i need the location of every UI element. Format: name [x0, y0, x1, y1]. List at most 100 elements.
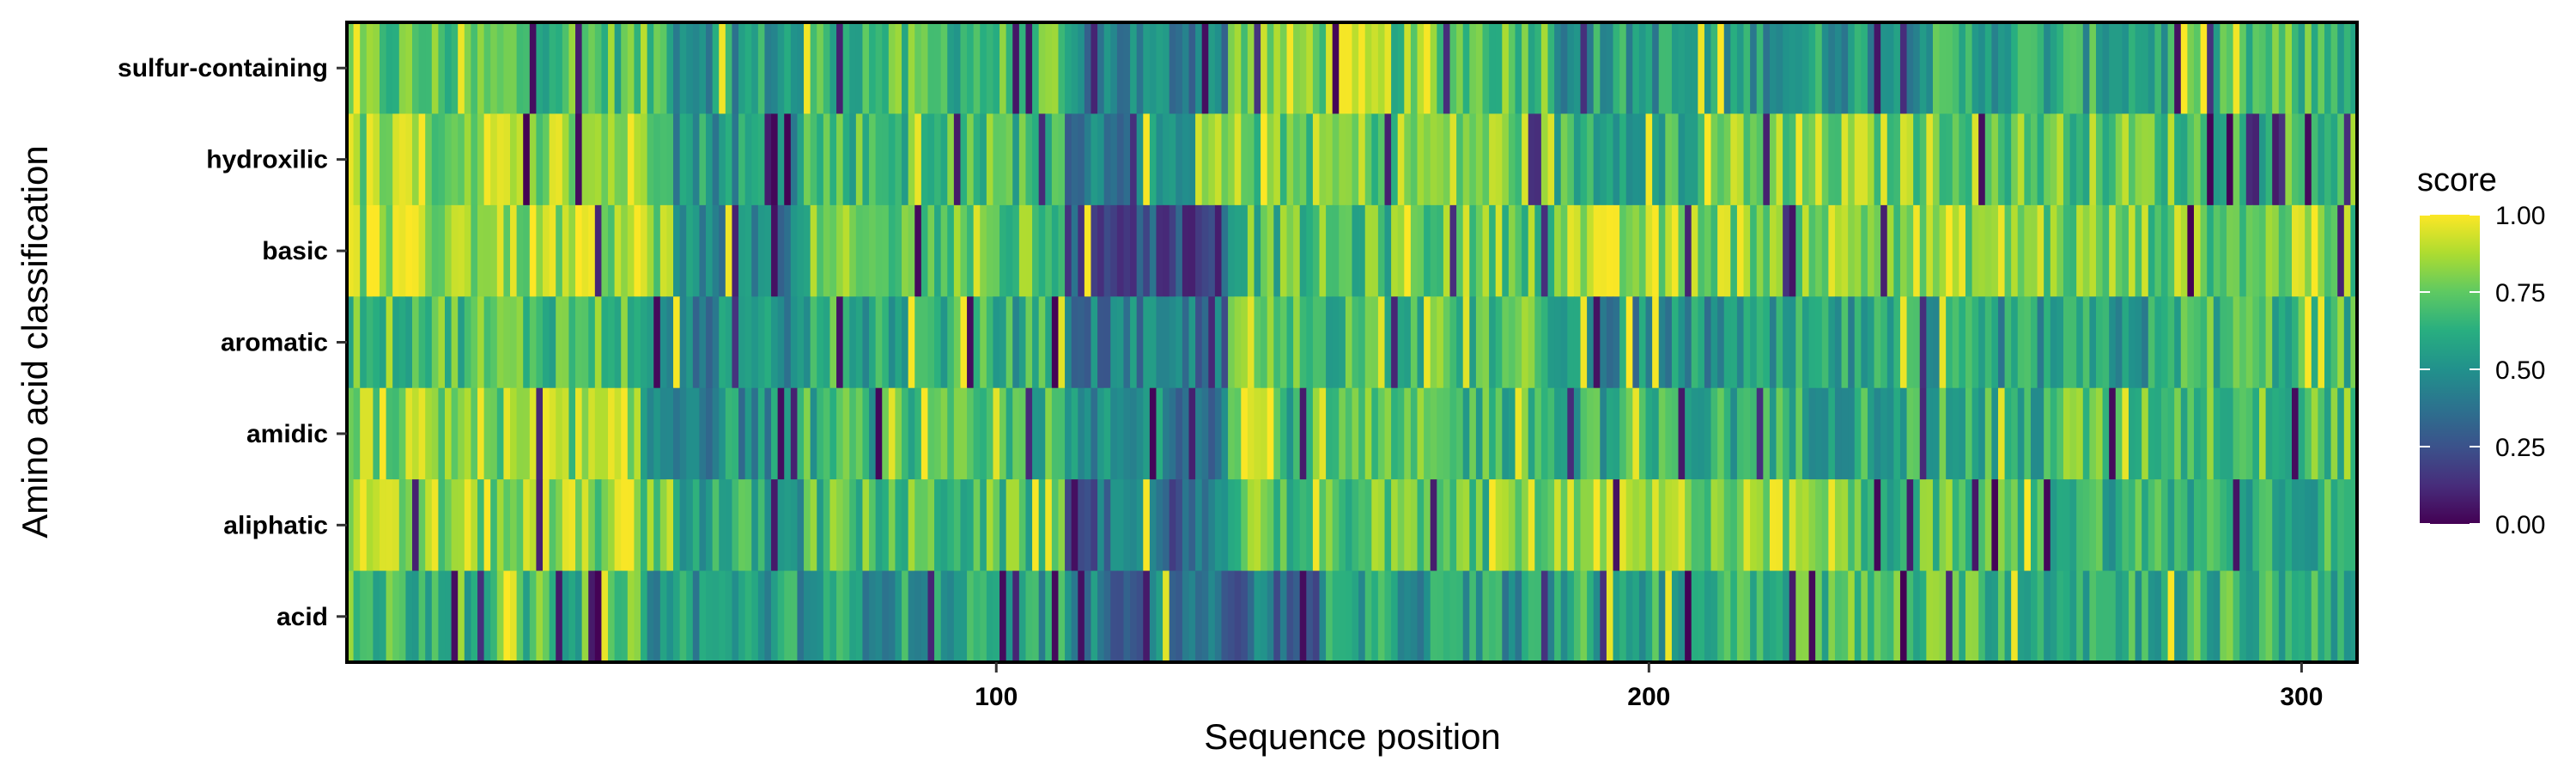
heatmap-cell	[2350, 113, 2358, 206]
heatmap-cell	[1430, 570, 1437, 663]
heatmap-cell	[888, 22, 896, 115]
heatmap-cell	[2089, 204, 2097, 297]
heatmap-cell	[2050, 296, 2057, 389]
heatmap-cell	[1241, 296, 1249, 389]
heatmap-cell	[2011, 570, 2019, 663]
heatmap-cell	[1364, 387, 1372, 480]
heatmap-cell	[1508, 22, 1516, 115]
heatmap-cell	[1939, 204, 1947, 297]
heatmap-cell	[673, 204, 681, 297]
heatmap-cell	[895, 570, 902, 663]
heatmap-cell	[1273, 113, 1281, 206]
heatmap-cell	[1919, 113, 1927, 206]
heatmap-cell	[712, 113, 720, 206]
heatmap-cell	[1736, 113, 1745, 206]
heatmap-cell	[451, 204, 459, 297]
heatmap-cell	[1750, 296, 1758, 389]
heatmap-cell	[1959, 570, 1966, 663]
heatmap-cell	[1573, 113, 1582, 206]
heatmap-cell	[744, 113, 752, 206]
heatmap-cell	[458, 22, 465, 115]
heatmap-cell	[1946, 22, 1953, 115]
heatmap-cell	[1339, 479, 1346, 572]
heatmap-cell	[1567, 479, 1575, 572]
heatmap-cell	[706, 113, 714, 206]
heatmap-cell	[1228, 296, 1236, 389]
heatmap-cell	[634, 479, 641, 572]
heatmap-cell	[2063, 387, 2071, 480]
heatmap-cell	[1619, 22, 1627, 115]
heatmap-cell	[1991, 113, 1999, 206]
heatmap-cell	[347, 22, 355, 115]
heatmap-cell	[719, 387, 726, 480]
heatmap-cell	[757, 479, 766, 572]
heatmap-cell	[659, 22, 668, 115]
heatmap-cell	[2272, 296, 2280, 389]
heatmap-cell	[777, 22, 785, 115]
heatmap-cell	[1306, 204, 1314, 297]
heatmap-cell	[464, 296, 472, 389]
heatmap-cell	[836, 387, 844, 480]
heatmap-cell	[2285, 479, 2293, 572]
heatmap-cell	[1560, 296, 1568, 389]
heatmap-cell	[1893, 387, 1901, 480]
heatmap-cell	[2220, 113, 2227, 206]
legend-tick-label: 0.00	[2495, 511, 2545, 539]
heatmap-cell	[1534, 113, 1542, 206]
heatmap-cell	[1214, 296, 1223, 389]
heatmap-cell	[1358, 204, 1366, 297]
heatmap-cell	[1279, 479, 1288, 572]
heatmap-cell	[1241, 204, 1249, 297]
heatmap-cell	[1430, 479, 1437, 572]
heatmap-cell	[1763, 570, 1771, 663]
heatmap-cell	[980, 113, 987, 206]
heatmap-cell	[1195, 22, 1203, 115]
heatmap-cell	[1163, 479, 1170, 572]
heatmap-cell	[706, 22, 714, 115]
heatmap-cell	[2115, 387, 2123, 480]
heatmap-cell	[1312, 296, 1321, 389]
heatmap-cell	[2343, 204, 2351, 297]
heatmap-cell	[1012, 113, 1020, 206]
heatmap-cell	[2122, 113, 2129, 206]
heatmap-cell	[1234, 479, 1242, 572]
heatmap-cell	[953, 387, 962, 480]
legend-title: score	[2417, 162, 2497, 198]
heatmap-cell	[2069, 22, 2077, 115]
heatmap-cell	[380, 204, 387, 297]
heatmap-cell	[1195, 113, 1203, 206]
heatmap-cell	[608, 113, 616, 206]
heatmap-cell	[934, 479, 942, 572]
heatmap-cell	[1130, 113, 1138, 206]
heatmap-cell	[1097, 204, 1105, 297]
heatmap-cell	[1698, 113, 1705, 206]
heatmap-cell	[2298, 22, 2306, 115]
heatmap-cell	[659, 113, 668, 206]
heatmap-cell	[1522, 479, 1529, 572]
heatmap-cell	[790, 22, 799, 115]
heatmap-cell	[1182, 387, 1190, 480]
heatmap-cell	[2122, 570, 2129, 663]
heatmap-cell	[1848, 22, 1856, 115]
heatmap-cell	[757, 296, 766, 389]
heatmap-cell	[2207, 22, 2215, 115]
heatmap-cell	[2239, 22, 2247, 115]
heatmap-cell	[1286, 479, 1294, 572]
heatmap-cell	[2239, 570, 2247, 663]
heatmap-cell	[2089, 570, 2097, 663]
heatmap-cell	[986, 387, 994, 480]
heatmap-cell	[529, 204, 538, 297]
heatmap-cell	[1221, 387, 1229, 480]
heatmap-cell	[738, 387, 746, 480]
heatmap-cell	[699, 296, 707, 389]
heatmap-cell	[1978, 22, 1986, 115]
heatmap-cell	[1567, 387, 1575, 480]
heatmap-cell	[641, 570, 648, 663]
heatmap-cell	[2044, 113, 2051, 206]
heatmap-cell	[2122, 387, 2129, 480]
heatmap-cell	[2305, 22, 2312, 115]
heatmap-cell	[2024, 479, 2032, 572]
heatmap-cell	[1097, 296, 1105, 389]
heatmap-cell	[653, 387, 661, 480]
heatmap-cell	[398, 113, 407, 206]
